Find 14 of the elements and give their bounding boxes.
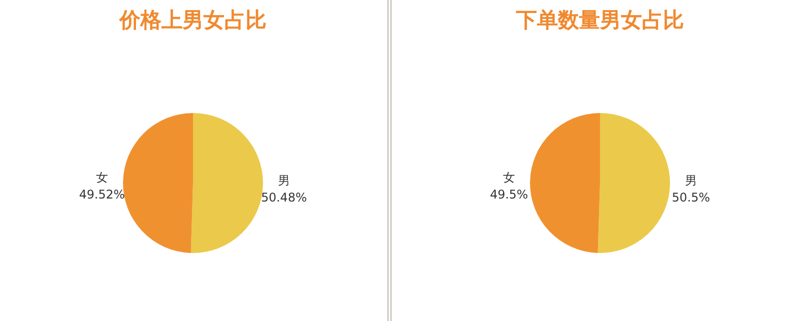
data-label: 50.5% [672, 190, 710, 204]
chart-title: 价格上男女占比 [118, 8, 266, 32]
pie-slice [530, 113, 600, 253]
slice-label: 男 [278, 173, 290, 188]
pie-slice [598, 113, 670, 253]
data-label: 50.48% [261, 190, 307, 204]
slice-label: 女 [503, 170, 516, 185]
chart-title: 下单数量男女占比 [515, 8, 684, 32]
slice-label: 女 [96, 170, 108, 185]
pie-slice [123, 113, 193, 253]
pie-slice [190, 113, 263, 253]
data-label: 49.52% [79, 188, 125, 202]
data-label: 49.5% [490, 188, 528, 202]
slice-label: 男 [684, 173, 697, 188]
